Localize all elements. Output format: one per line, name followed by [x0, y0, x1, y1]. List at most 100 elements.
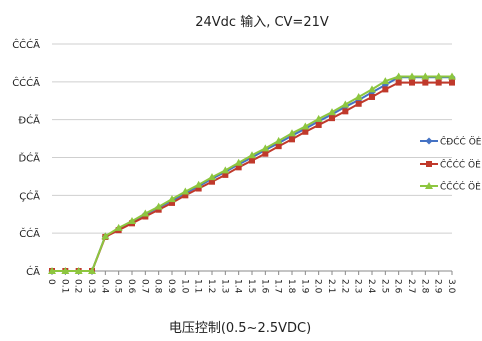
data-point	[328, 108, 336, 116]
data-point	[194, 180, 203, 188]
data-point	[289, 136, 295, 143]
data-point	[368, 85, 376, 93]
y-axis-ticks: ĆÃ ČĆÃ ÇĆÃ ĎĆÃ ĐĆÃ ĈĆĆÃ ĈĈĆÃ	[12, 38, 40, 278]
x-tick-label: 0.8	[153, 279, 163, 294]
data-point	[341, 100, 350, 108]
y-tick-label: ĈĆĆÃ	[12, 76, 40, 89]
x-tick-label: 0.1	[59, 279, 69, 293]
x-tick-label: 2.9	[433, 279, 443, 294]
x-tick-label: 2.6	[393, 279, 403, 294]
x-tick-label: 2.1	[326, 279, 336, 293]
data-point	[369, 93, 375, 100]
x-tick-label: 0.5	[113, 279, 123, 293]
data-point	[314, 114, 323, 122]
data-point	[114, 223, 123, 231]
x-tick-label: 2.5	[379, 279, 389, 293]
data-point	[301, 122, 310, 130]
data-point	[275, 143, 282, 150]
data-point	[395, 79, 402, 86]
data-point	[74, 267, 83, 274]
data-point	[141, 209, 150, 217]
series-group	[48, 72, 456, 275]
data-point	[409, 79, 415, 86]
legend-item: ĈĐĆĆ ÖĖ	[420, 136, 482, 148]
x-tick-label: 1.5	[246, 279, 256, 293]
x-axis-ticks: 0 0.1 0.2 0.3 0.4 0.5 0.6 0.7 0.8 0.9 1.0 1.1 1.2 1.3…	[46, 271, 456, 294]
x-tick-label: 2.7	[406, 279, 416, 293]
x-tick-label: 0.7	[139, 279, 149, 293]
x-tick-label: 2.3	[353, 279, 363, 293]
data-point	[181, 187, 190, 195]
data-point	[168, 195, 176, 203]
data-point	[208, 173, 216, 181]
x-tick-label: 3.0	[446, 279, 456, 294]
x-tick-label: 1.9	[299, 279, 309, 294]
x-tick-label: 1.6	[259, 279, 269, 294]
data-point	[262, 150, 269, 157]
data-point	[435, 79, 442, 86]
data-point	[355, 100, 362, 107]
x-tick-label: 1.8	[286, 279, 296, 294]
data-point	[261, 144, 270, 152]
x-axis-label: 电压控制(0.5~2.5VDC)	[169, 321, 311, 336]
y-tick-label: ĆÃ	[26, 265, 40, 278]
data-point	[394, 72, 403, 80]
x-tick-label: 2.0	[313, 279, 323, 294]
data-point	[448, 72, 456, 80]
legend-marker	[425, 137, 433, 145]
x-tick-label: 0.2	[73, 279, 83, 293]
data-point	[182, 192, 189, 199]
data-point	[329, 115, 335, 122]
series-3	[48, 72, 456, 274]
data-point	[422, 79, 429, 86]
x-tick-label: 1.3	[219, 279, 229, 293]
data-point	[169, 199, 175, 206]
legend: ĈĐĆĆ ÖĖ ĈĈĆĆ ÖĖ ĈČĆĆ ÖĖ	[420, 136, 482, 193]
data-point	[234, 158, 243, 166]
data-point	[248, 151, 256, 159]
data-point	[222, 171, 229, 178]
data-point	[381, 77, 390, 85]
x-tick-label: 0.6	[126, 279, 136, 294]
data-point	[101, 232, 110, 240]
data-point	[221, 166, 230, 174]
legend-item: ĈĈĆĆ ÖĖ	[420, 159, 481, 171]
x-tick-label: 1.0	[179, 279, 189, 294]
data-point	[449, 79, 455, 86]
data-point	[421, 72, 430, 80]
x-tick-label: 1.4	[233, 279, 243, 294]
data-point	[142, 213, 149, 220]
series-line	[52, 76, 452, 272]
data-point	[315, 121, 322, 128]
data-point	[382, 86, 389, 93]
legend-label: ĈĈĆĆ ÖĖ	[440, 159, 481, 171]
y-tick-label: ĈĈĆÃ	[12, 38, 40, 51]
chart-title: 24Vdc 输入, CV=21V	[195, 14, 329, 30]
x-tick-label: 0	[46, 279, 56, 285]
x-tick-label: 1.1	[193, 279, 203, 293]
data-point	[274, 136, 283, 144]
series-1	[48, 73, 456, 275]
data-point	[155, 206, 162, 213]
data-point	[88, 267, 96, 274]
data-point	[195, 185, 202, 192]
x-tick-label: 2.4	[366, 279, 376, 294]
data-point	[302, 128, 309, 135]
series-line	[52, 75, 452, 272]
gridlines	[52, 43, 452, 272]
legend-marker	[425, 182, 433, 189]
series-line	[52, 81, 452, 272]
y-tick-label: ČĆÃ	[19, 227, 40, 240]
x-tick-label: 0.4	[99, 279, 109, 294]
x-tick-label: 2.2	[339, 279, 349, 293]
series-2	[49, 79, 455, 274]
data-point	[354, 92, 363, 100]
legend-item: ĈČĆĆ ÖĖ	[420, 181, 481, 193]
x-tick-label: 1.7	[273, 279, 283, 293]
data-point	[61, 267, 70, 274]
legend-label: ĈČĆĆ ÖĖ	[440, 181, 481, 193]
legend-label: ĈĐĆĆ ÖĖ	[440, 136, 482, 148]
data-point	[288, 129, 296, 137]
data-point	[408, 72, 416, 80]
